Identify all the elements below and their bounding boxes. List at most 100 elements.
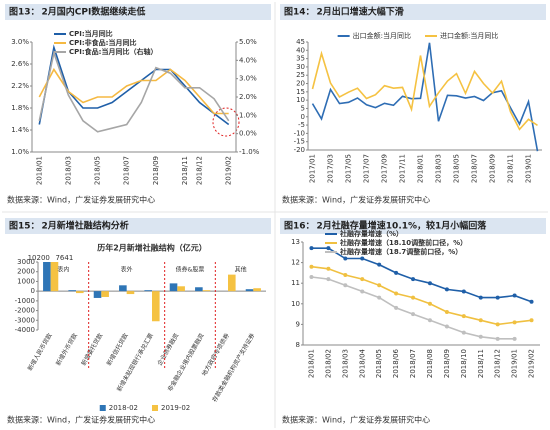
point bbox=[444, 324, 449, 329]
legend-label: 2018-02 bbox=[109, 404, 138, 412]
point bbox=[360, 289, 365, 294]
y-tick-label: 40 bbox=[296, 46, 305, 54]
point bbox=[360, 277, 365, 282]
point bbox=[394, 291, 399, 296]
point bbox=[427, 281, 432, 286]
legend-label: 社融存量增速（18.10调整前口径，%） bbox=[339, 238, 467, 247]
series-line bbox=[311, 42, 539, 152]
point bbox=[411, 312, 416, 317]
x-tick-label: 2018/11 bbox=[181, 156, 189, 185]
value-label: 7641 bbox=[55, 254, 73, 262]
panel-title: 2月国内CPI数据继续走低 bbox=[42, 6, 146, 18]
y-tick-label: -20 bbox=[294, 146, 305, 154]
highlight-circle bbox=[212, 107, 240, 137]
legend-swatch bbox=[99, 405, 106, 411]
x-tick-label: 2017/05 bbox=[345, 154, 353, 183]
point bbox=[444, 287, 449, 292]
y-tick-label: 3.0% bbox=[11, 38, 29, 46]
y-tick-label: 20 bbox=[296, 80, 305, 88]
bar bbox=[228, 274, 236, 292]
series-line bbox=[38, 50, 230, 133]
point bbox=[377, 295, 382, 300]
bar bbox=[195, 287, 203, 292]
x-tick-label: 2017/01 bbox=[309, 154, 317, 183]
y2-tick-label: 2.0% bbox=[239, 93, 257, 101]
x-tick-label: 2018/03 bbox=[64, 156, 72, 185]
point bbox=[427, 301, 432, 306]
y-tick-label: 2000 bbox=[17, 268, 35, 276]
x-tick-label: 2018/10 bbox=[460, 349, 468, 378]
point bbox=[394, 305, 399, 310]
y-tick-label: -3000 bbox=[15, 316, 35, 324]
point bbox=[444, 310, 449, 315]
bar bbox=[169, 283, 178, 292]
x-tick-label: 2018/07 bbox=[409, 349, 417, 378]
bar bbox=[68, 290, 76, 292]
point bbox=[343, 283, 348, 288]
point bbox=[478, 334, 483, 339]
panel-label: 图15： bbox=[9, 221, 40, 232]
source-note: 数据来源：Wind，广发证券发展研究中心 bbox=[282, 195, 430, 205]
point bbox=[309, 275, 314, 280]
point bbox=[411, 295, 416, 300]
point bbox=[326, 277, 331, 282]
x-tick-label: 2019/02 bbox=[225, 156, 233, 185]
x-tick-label: 2018/05 bbox=[94, 156, 102, 185]
point bbox=[529, 299, 534, 304]
bar bbox=[119, 285, 127, 292]
y-tick-label: 5 bbox=[301, 104, 305, 112]
bar bbox=[93, 291, 102, 298]
point bbox=[377, 262, 382, 267]
group-label: 表外 bbox=[121, 266, 133, 274]
series-line bbox=[311, 50, 538, 131]
point bbox=[326, 266, 331, 271]
bar bbox=[43, 262, 51, 292]
x-tick-label: 2017/07 bbox=[363, 154, 371, 183]
x-tick-label: 2018/03 bbox=[341, 349, 349, 378]
bar bbox=[152, 291, 160, 322]
y-tick-label: 0 bbox=[31, 287, 35, 295]
point bbox=[461, 289, 466, 294]
y-tick-label: -4000 bbox=[15, 326, 35, 334]
y-tick-label: -1000 bbox=[15, 297, 35, 305]
point bbox=[360, 256, 365, 261]
source-note: 数据来源：Wind，广发证券发展研究中心 bbox=[7, 415, 155, 425]
x-tick-label: 2018/09 bbox=[443, 349, 451, 378]
y-tick-label: 45 bbox=[296, 38, 305, 46]
x-tick-label: 2018/09 bbox=[152, 156, 160, 185]
panel-title: 2月出口增速大幅下滑 bbox=[317, 6, 404, 18]
y-tick-label: 1.8% bbox=[11, 104, 29, 112]
point bbox=[529, 318, 534, 323]
bar bbox=[253, 288, 261, 292]
x-tick-label: 2018/09 bbox=[489, 154, 497, 183]
panel-header bbox=[280, 4, 546, 20]
x-tick-label: 2018/12 bbox=[196, 156, 204, 185]
x-tick-label: 2018/05 bbox=[375, 349, 383, 378]
point bbox=[343, 272, 348, 277]
bar bbox=[101, 291, 109, 297]
point bbox=[461, 314, 466, 319]
y-tick-label: 8 bbox=[296, 341, 300, 349]
y-tick-label: 1.0% bbox=[11, 148, 29, 156]
y-tick-label: 15 bbox=[296, 88, 305, 96]
point bbox=[326, 246, 331, 251]
y-tick-label: 10 bbox=[296, 96, 305, 104]
x-tick-label: 2017/03 bbox=[327, 154, 335, 183]
group-label: 债券&股票 bbox=[176, 266, 205, 274]
panel-header bbox=[280, 218, 546, 234]
panel-header bbox=[5, 218, 271, 234]
series-line bbox=[311, 265, 532, 326]
chart-title: 历年2月新增社融结构（亿元） bbox=[97, 243, 207, 253]
x-tick-label: 2018/08 bbox=[426, 349, 434, 378]
point bbox=[512, 336, 517, 341]
y-tick-label: 10 bbox=[291, 300, 300, 308]
y-tick-label: 11 bbox=[291, 279, 300, 287]
point bbox=[377, 283, 382, 288]
y-tick-label: -2000 bbox=[15, 307, 35, 315]
x-tick-label: 2018/02 bbox=[324, 349, 332, 378]
y-tick-label: 3000 bbox=[17, 258, 35, 266]
y2-tick-label: 0.0% bbox=[239, 130, 257, 138]
y-tick-label: -5 bbox=[298, 121, 305, 129]
y2-tick-label: 1.0% bbox=[239, 111, 257, 119]
